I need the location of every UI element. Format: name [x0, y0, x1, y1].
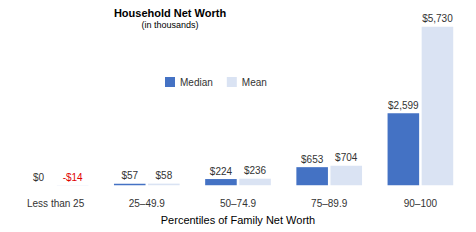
svg-text:$236: $236: [244, 165, 267, 176]
svg-text:$58: $58: [156, 170, 173, 181]
svg-text:$224: $224: [210, 166, 233, 177]
svg-text:Mean: Mean: [242, 77, 267, 88]
svg-text:90–100: 90–100: [404, 198, 438, 209]
svg-text:$5,730: $5,730: [422, 13, 453, 24]
svg-text:$0: $0: [33, 172, 45, 183]
svg-text:(in thousands): (in thousands): [141, 20, 198, 30]
svg-text:-$14: -$14: [63, 172, 83, 183]
svg-text:Less than 25: Less than 25: [27, 198, 85, 209]
svg-text:$2,599: $2,599: [388, 100, 419, 111]
svg-text:Percentiles of Family Net Wort: Percentiles of Family Net Worth: [161, 214, 315, 226]
svg-text:Median: Median: [180, 77, 213, 88]
svg-text:25–49.9: 25–49.9: [129, 198, 166, 209]
svg-text:Household Net Worth: Household Net Worth: [114, 7, 227, 19]
svg-text:50–74.9: 50–74.9: [220, 198, 257, 209]
svg-text:$653: $653: [301, 154, 324, 165]
svg-text:$57: $57: [121, 170, 138, 181]
svg-text:$704: $704: [335, 152, 358, 163]
svg-text:75–89.9: 75–89.9: [311, 198, 348, 209]
